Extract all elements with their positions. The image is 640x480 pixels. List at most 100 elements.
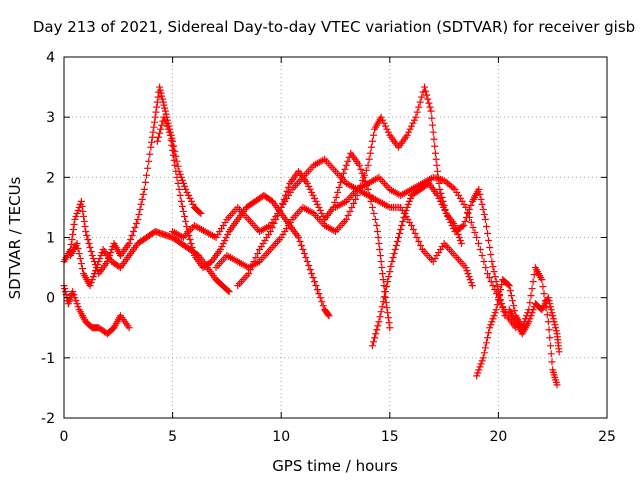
data-point: [222, 234, 230, 241]
data-point: [168, 141, 176, 149]
data-point: [492, 306, 500, 314]
data-point: [490, 268, 498, 276]
data-point: [270, 219, 278, 227]
data-point: [488, 258, 496, 266]
data-point: [127, 236, 135, 244]
data-point: [154, 133, 162, 141]
data-point: [413, 108, 421, 116]
data-point: [486, 324, 494, 332]
x-tick-label: 10: [272, 429, 290, 445]
x-tick-label: 20: [489, 429, 507, 445]
data-point: [308, 188, 316, 196]
data-layer: [60, 83, 563, 389]
data-point: [389, 254, 397, 262]
data-point: [306, 266, 314, 274]
data-point: [373, 326, 381, 334]
data-point: [445, 215, 453, 223]
data-point: [418, 93, 426, 101]
data-point: [91, 267, 99, 275]
data-point: [376, 313, 384, 321]
data-point: [94, 261, 102, 269]
data-point: [468, 282, 476, 290]
data-point: [295, 234, 303, 241]
data-point: [436, 197, 444, 205]
data-point: [275, 207, 283, 215]
data-point: [365, 155, 373, 163]
data-point: [157, 125, 165, 133]
data-point: [462, 203, 470, 211]
data-point: [381, 288, 389, 296]
data-point: [146, 150, 154, 158]
series-sat-track-6: [212, 83, 465, 272]
data-point: [266, 227, 274, 235]
data-point: [165, 128, 173, 136]
data-point: [84, 236, 92, 244]
data-point: [386, 268, 394, 276]
data-point: [82, 227, 90, 235]
data-point: [417, 242, 425, 250]
data-point: [428, 114, 436, 122]
data-point: [89, 273, 97, 281]
data-point: [466, 276, 474, 284]
data-point: [61, 288, 69, 296]
data-point: [403, 131, 411, 139]
data-point: [527, 292, 535, 300]
data-point: [86, 282, 94, 290]
data-point: [159, 98, 167, 106]
y-tick-label: -1: [41, 351, 55, 367]
series-sat-track-8: [368, 179, 509, 350]
series-sat-track-9: [332, 185, 476, 290]
data-point: [224, 287, 232, 295]
data-point: [431, 149, 439, 157]
data-point: [378, 264, 386, 272]
data-point: [89, 255, 97, 263]
data-point: [61, 285, 69, 293]
data-point: [547, 306, 555, 314]
data-point: [376, 246, 384, 254]
data-point: [70, 291, 78, 299]
y-tick-label: 3: [46, 110, 55, 126]
data-point: [469, 223, 477, 231]
data-point: [479, 205, 487, 213]
data-point: [143, 171, 151, 179]
data-point: [136, 205, 144, 213]
data-point: [484, 229, 492, 237]
data-point: [338, 173, 346, 181]
data-point: [474, 240, 482, 248]
data-point: [372, 330, 380, 338]
data-point: [467, 218, 475, 226]
data-point: [250, 258, 258, 266]
data-point: [306, 185, 314, 193]
data-point: [511, 307, 519, 315]
data-point: [436, 185, 444, 193]
data-point: [484, 270, 492, 278]
data-point: [248, 262, 256, 270]
data-point: [169, 137, 177, 145]
data-point: [316, 206, 324, 214]
data-point: [478, 200, 486, 208]
data-point: [158, 92, 166, 100]
data-point: [67, 241, 75, 249]
data-point: [550, 318, 558, 326]
data-point: [218, 243, 226, 251]
data-point: [527, 312, 535, 320]
data-point: [277, 203, 285, 211]
data-point: [435, 194, 443, 202]
data-point: [415, 103, 423, 111]
data-point: [447, 218, 455, 226]
data-point: [362, 166, 370, 174]
data-point: [282, 191, 290, 199]
data-point: [153, 137, 161, 145]
data-point: [394, 234, 402, 241]
data-point: [71, 294, 79, 302]
data-point: [481, 344, 489, 352]
data-point: [467, 201, 475, 209]
data-point: [461, 217, 469, 225]
data-point: [498, 300, 506, 308]
data-point: [473, 234, 481, 241]
data-point: [526, 315, 534, 323]
tick-layer: 0 5 10 15 20 25 -2 -1 0 1 2 3 4: [41, 50, 616, 445]
data-point: [305, 182, 313, 190]
data-point: [493, 301, 501, 309]
data-point: [160, 113, 168, 121]
